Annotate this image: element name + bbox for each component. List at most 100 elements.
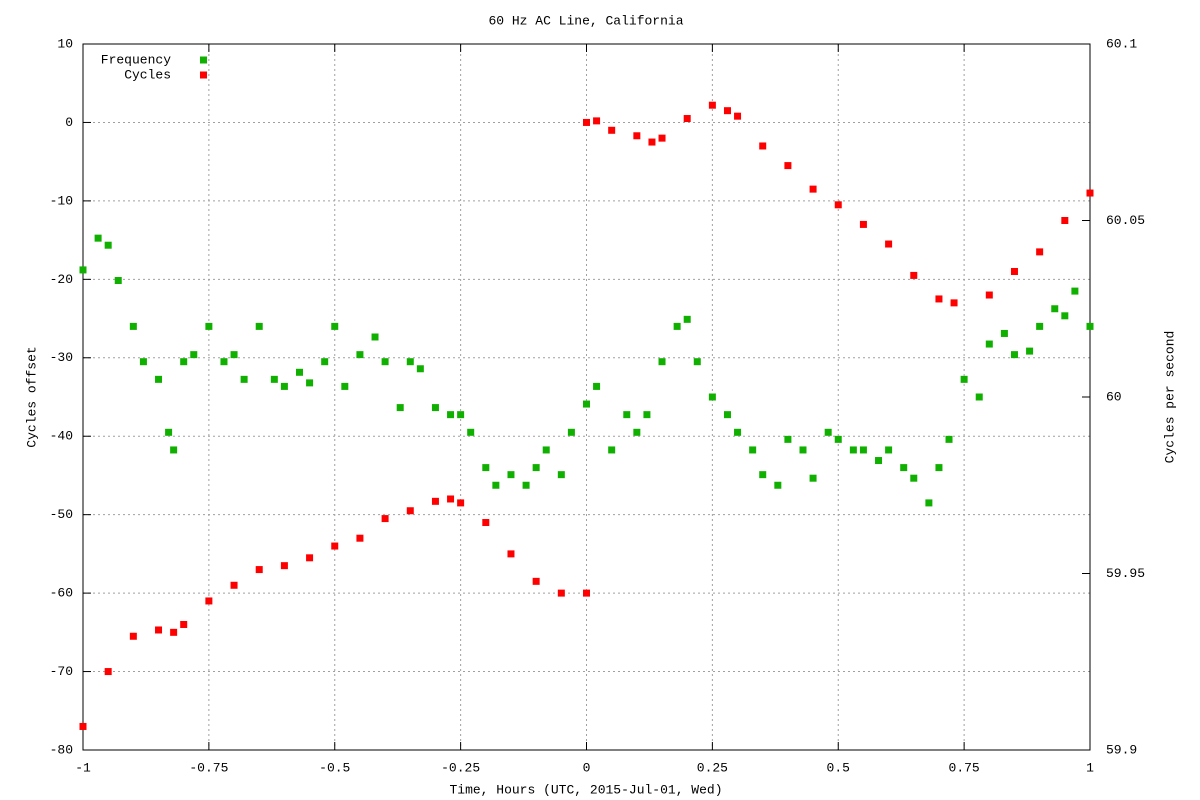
x-tick-label: -0.5 <box>319 760 350 775</box>
point <box>749 446 757 454</box>
point <box>935 464 943 472</box>
x-tick-label: 0.5 <box>827 760 850 775</box>
point <box>431 497 439 505</box>
point <box>542 446 550 454</box>
point <box>975 393 983 401</box>
point <box>356 534 364 542</box>
point <box>79 266 87 274</box>
point <box>155 375 163 383</box>
y2-tick-label: 59.9 <box>1106 742 1137 757</box>
y2-tick-label: 60 <box>1106 389 1122 404</box>
point <box>900 464 908 472</box>
point <box>255 322 263 330</box>
point <box>945 435 953 443</box>
point <box>557 471 565 479</box>
y-tick-label: -50 <box>50 507 73 522</box>
point <box>759 471 767 479</box>
y-tick-label: -70 <box>50 664 73 679</box>
point <box>1061 217 1069 224</box>
point <box>673 322 681 330</box>
point <box>457 411 465 419</box>
point <box>129 632 137 640</box>
point <box>190 351 198 359</box>
point <box>306 554 314 562</box>
y2-tick-label: 60.1 <box>1106 36 1137 51</box>
point <box>1010 267 1018 275</box>
point <box>608 446 616 454</box>
point <box>658 134 666 142</box>
point <box>1026 347 1034 355</box>
point <box>708 393 716 401</box>
point <box>1036 248 1044 256</box>
point <box>910 271 918 279</box>
point <box>180 358 188 366</box>
point <box>532 464 540 472</box>
point <box>1086 189 1094 197</box>
point <box>139 358 147 366</box>
plot-frame <box>82 43 1091 751</box>
point <box>467 428 475 436</box>
point <box>774 481 782 489</box>
point <box>608 126 616 134</box>
point <box>859 220 867 228</box>
chart-title: 60 Hz AC Line, California <box>488 13 683 28</box>
point <box>94 234 102 242</box>
y-tick-label: 10 <box>57 36 73 51</box>
point <box>396 404 404 412</box>
point <box>205 322 213 330</box>
point <box>567 428 575 436</box>
point <box>885 446 893 454</box>
legend-swatch <box>200 56 207 64</box>
point <box>532 577 540 585</box>
point <box>255 566 263 574</box>
point <box>593 117 601 125</box>
y-axis-label: Cycles offset <box>24 346 39 447</box>
y-tick-label: -60 <box>50 586 73 601</box>
x-tick-label: 0.75 <box>949 760 980 775</box>
point <box>935 295 943 303</box>
point <box>220 358 228 366</box>
point <box>593 382 601 390</box>
y2-tick-label: 59.95 <box>1106 566 1145 581</box>
point <box>341 382 349 390</box>
point <box>331 322 339 330</box>
point <box>381 515 389 523</box>
point <box>759 142 767 150</box>
point <box>859 446 867 454</box>
point <box>784 435 792 443</box>
point <box>648 138 656 146</box>
point <box>985 291 993 299</box>
point <box>960 375 968 383</box>
point <box>240 375 248 383</box>
point <box>79 722 87 730</box>
point <box>170 628 178 636</box>
point <box>416 365 424 373</box>
y-tick-label: -20 <box>50 272 73 287</box>
x-tick-label: 0.25 <box>697 760 728 775</box>
point <box>230 351 238 359</box>
point <box>457 499 465 507</box>
y2-tick-label: 60.05 <box>1106 213 1145 228</box>
point <box>809 474 817 482</box>
x-tick-label: -1 <box>75 760 91 775</box>
point <box>492 481 500 489</box>
point <box>925 499 933 507</box>
point <box>1000 329 1008 337</box>
point <box>723 411 731 419</box>
point <box>824 428 832 436</box>
point <box>1010 351 1018 359</box>
point <box>734 112 742 120</box>
point <box>809 185 817 193</box>
point <box>875 457 883 465</box>
y-tick-label: -80 <box>50 742 73 757</box>
point <box>910 474 918 482</box>
point <box>950 299 958 307</box>
point <box>834 435 842 443</box>
point <box>447 411 455 419</box>
point <box>129 322 137 330</box>
point <box>371 333 379 341</box>
point <box>643 411 651 419</box>
point <box>280 382 288 390</box>
point <box>683 315 691 323</box>
point <box>381 358 389 366</box>
